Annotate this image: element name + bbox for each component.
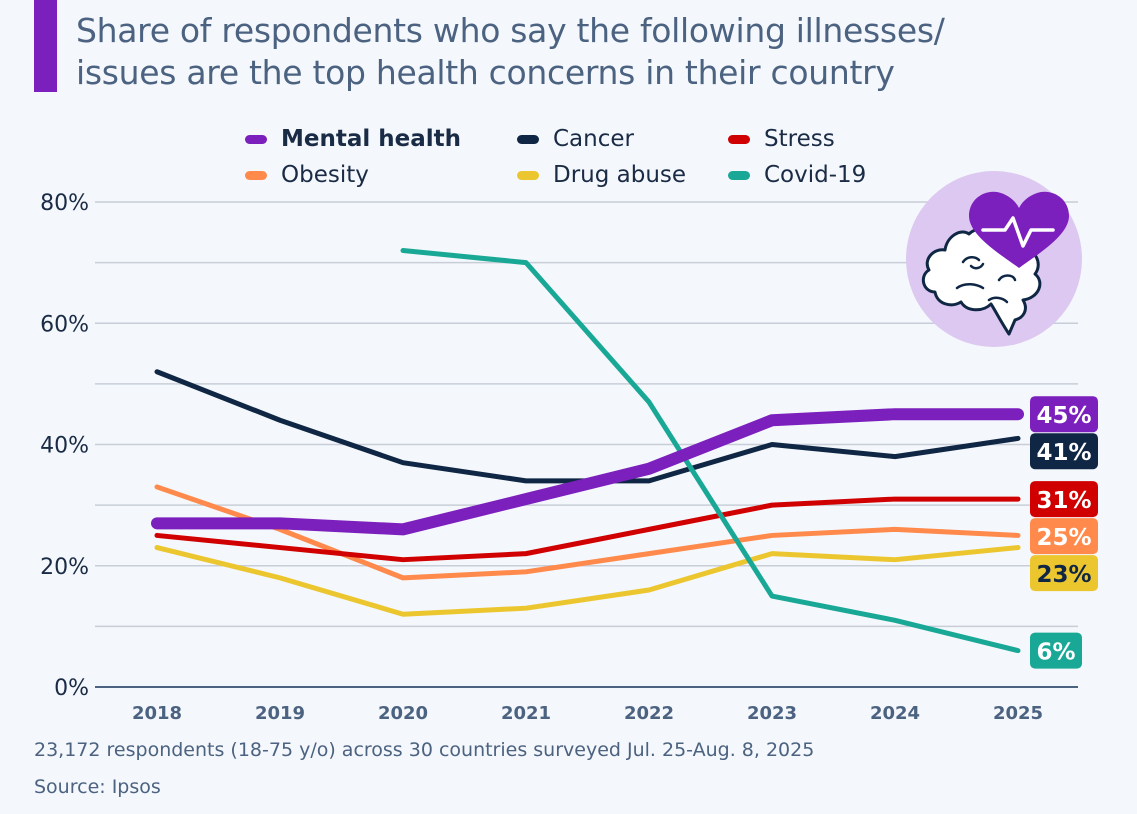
footnote: 23,172 respondents (18-75 y/o) across 30… xyxy=(34,739,815,761)
legend-label: Covid-19 xyxy=(764,162,867,188)
series-line-cancer xyxy=(154,369,1021,484)
chart-title-line-2: issues are the top health concerns in th… xyxy=(76,53,895,92)
brain-heart-icon xyxy=(905,170,1085,350)
x-tick-label: 2020 xyxy=(378,703,428,724)
legend-label: Stress xyxy=(764,126,835,152)
y-tick-label: 0% xyxy=(54,676,89,701)
end-label-mental-health: 45% xyxy=(1030,396,1098,433)
end-label-text: 45% xyxy=(1036,403,1091,429)
x-tick-label: 2023 xyxy=(747,703,797,724)
end-labels: 45% 41% 31% 25% 23% 6% xyxy=(1030,396,1098,669)
legend: Mental health Cancer Stress Obesity Drug… xyxy=(245,122,945,194)
end-label-badge xyxy=(1030,632,1082,669)
x-tick-label: 2024 xyxy=(870,703,920,724)
end-label-badge xyxy=(1030,396,1098,433)
end-label-text: 41% xyxy=(1036,440,1091,466)
x-tick-label: 2025 xyxy=(993,703,1043,724)
end-label-text: 31% xyxy=(1036,488,1091,514)
x-tick-label: 2021 xyxy=(501,703,551,724)
end-label-badge xyxy=(1030,481,1098,518)
y-tick-label: 60% xyxy=(40,312,89,337)
x-tick-label: 2022 xyxy=(624,703,674,724)
heart-icon xyxy=(969,191,1069,268)
series-lines xyxy=(151,248,1024,654)
series-line-stress xyxy=(154,496,1021,563)
chart-title: Share of respondents who say the followi… xyxy=(76,10,1076,94)
legend-swatch-stress xyxy=(728,134,750,144)
end-label-text: 25% xyxy=(1036,525,1091,551)
end-label-covid-19: 6% xyxy=(1030,632,1082,669)
legend-label: Obesity xyxy=(281,162,369,188)
end-label-text: 6% xyxy=(1036,640,1075,666)
legend-item-cancer: Cancer xyxy=(517,122,634,156)
x-tick-label: 2019 xyxy=(255,703,305,724)
y-tick-label: 20% xyxy=(40,555,89,580)
end-label-text: 23% xyxy=(1036,562,1091,588)
end-label-badge xyxy=(1030,555,1098,592)
series-line-obesity xyxy=(154,484,1021,581)
pulse-icon xyxy=(981,216,1055,248)
legend-swatch-cancer xyxy=(517,134,539,144)
legend-swatch-drug-abuse xyxy=(517,170,539,180)
title-accent-bar xyxy=(34,0,57,92)
legend-label: Drug abuse xyxy=(553,162,687,188)
end-label-cancer: 41% xyxy=(1030,433,1098,470)
end-label-badge xyxy=(1030,518,1098,555)
legend-item-covid-19: Covid-19 xyxy=(728,158,866,192)
legend-swatch-covid-19 xyxy=(728,170,750,180)
legend-item-mental-health: Mental health xyxy=(245,122,461,156)
series-line-drug-abuse xyxy=(154,545,1021,617)
end-label-stress: 31% xyxy=(1030,481,1098,518)
legend-item-stress: Stress xyxy=(728,122,835,156)
legend-label: Mental health xyxy=(281,126,462,152)
series-line-covid-19 xyxy=(400,248,1021,654)
end-label-badge xyxy=(1030,433,1098,470)
source-note: Source: Ipsos xyxy=(34,776,161,798)
end-label-obesity: 25% xyxy=(1030,518,1098,555)
legend-label: Cancer xyxy=(553,126,634,152)
legend-item-drug-abuse: Drug abuse xyxy=(517,158,686,192)
legend-item-obesity: Obesity xyxy=(245,158,369,192)
x-tick-label: 2018 xyxy=(132,703,182,724)
series-line-mental-health xyxy=(151,408,1024,536)
end-label-drug-abuse: 23% xyxy=(1030,555,1098,592)
legend-swatch-obesity xyxy=(245,170,267,180)
y-tick-label: 40% xyxy=(40,434,89,459)
x-axis: 2018 2019 2020 2021 2022 2023 2024 2025 xyxy=(132,703,1043,724)
y-tick-label: 80% xyxy=(40,191,89,216)
legend-swatch-mental-health xyxy=(245,134,267,144)
y-axis: 0% 20% 40% 60% 80% xyxy=(40,191,89,701)
chart-title-line-1: Share of respondents who say the followi… xyxy=(76,11,945,50)
